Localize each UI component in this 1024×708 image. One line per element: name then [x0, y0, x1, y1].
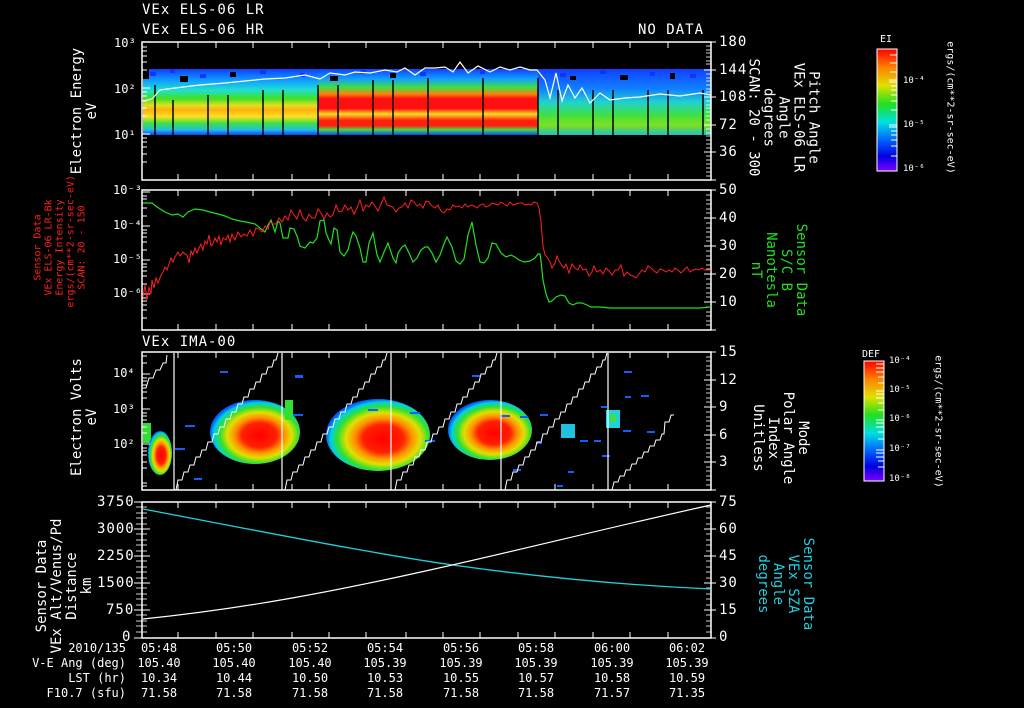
sza-y2label: Sensor Data VEx SZA Angle degrees [755, 537, 816, 631]
footer-lst: 10.50 [291, 671, 329, 685]
els-ytick-100: 10² [114, 82, 136, 96]
orbit-y2tick-30: 30 [719, 575, 738, 591]
footer-lst-label: LST (hr) [68, 671, 126, 685]
footer-time: 06:02 [668, 641, 706, 655]
els-y2tick-108: 108 [719, 89, 748, 105]
footer-f107: 71.57 [593, 686, 631, 700]
footer-lst: 10.57 [517, 671, 555, 685]
orbit-y2tick-60: 60 [719, 521, 738, 537]
footer-f107: 71.58 [517, 686, 555, 700]
footer-f107: 71.58 [366, 686, 404, 700]
footer-ve-ang: 105.39 [363, 656, 407, 670]
orbit-y2tick-15: 15 [719, 602, 738, 618]
orbit-y2tick-45: 45 [719, 548, 738, 564]
footer-lst: 10.59 [668, 671, 706, 685]
orbit-ytick-1500: 1500 [97, 575, 135, 591]
line-ytick-1e-5: 10⁻⁵ [113, 252, 142, 266]
line-ytick-1e-4: 10⁻⁴ [113, 218, 142, 232]
ima-ytick-1e3: 10³ [113, 402, 135, 416]
footer-ve-ang: 105.39 [665, 656, 709, 670]
def-colorbar-tick-3: 10⁻⁶ [889, 414, 911, 424]
footer-f107: 71.58 [442, 686, 480, 700]
orbit-ytick-3000: 3000 [97, 521, 135, 537]
footer-lst: 10.44 [215, 671, 253, 685]
title-line-2: VEx ELS-06 HR [142, 22, 265, 38]
ima-ytick-1e2: 10² [113, 437, 135, 451]
footer-f107: 71.58 [215, 686, 253, 700]
line-ytick-1e-6: 10⁻⁶ [113, 286, 142, 300]
footer-time: 05:52 [291, 641, 329, 655]
ima-y2tick-9: 9 [719, 399, 729, 415]
footer-time: 06:00 [593, 641, 631, 655]
footer-lst: 10.53 [366, 671, 404, 685]
els-ytick-10: 10¹ [114, 128, 136, 142]
footer-ve-ang: 105.40 [212, 656, 256, 670]
els-y2tick-36: 36 [719, 144, 738, 160]
orbit-ytick-3750: 3750 [97, 494, 135, 510]
footer-ve-ang-label: V-E Ang (deg) [32, 656, 126, 670]
orbit-y2tick-75: 75 [719, 494, 738, 510]
def-colorbar-tick-1: 10⁻⁴ [889, 356, 911, 366]
def-colorbar-tick-5: 10⁻⁸ [889, 474, 911, 484]
title-line-1: VEx ELS-06 LR [142, 2, 265, 18]
line-y2tick-20: 20 [719, 266, 738, 282]
ima-y2tick-6: 6 [719, 427, 729, 443]
footer-time: 05:56 [442, 641, 480, 655]
footer-lst: 10.34 [140, 671, 178, 685]
line-y2tick-50: 50 [719, 182, 738, 198]
line-y2tick-10: 10 [719, 294, 738, 310]
ei-colorbar-title: EI [880, 34, 893, 45]
footer-ve-ang: 105.39 [439, 656, 483, 670]
footer-lst: 10.58 [593, 671, 631, 685]
ima-y2tick-3: 3 [719, 454, 729, 470]
footer-ve-ang: 105.39 [514, 656, 558, 670]
no-data-label: NO DATA [638, 22, 705, 38]
ima-y2tick-15: 15 [719, 344, 738, 360]
orbit-ytick-750: 750 [106, 602, 135, 618]
els-y2tick-180: 180 [719, 34, 748, 50]
orbit-y2tick-0: 0 [719, 629, 729, 645]
footer-f107: 71.35 [668, 686, 706, 700]
line-ytick-1e-3: 10⁻³ [113, 183, 142, 197]
footer-ve-ang: 105.39 [590, 656, 634, 670]
footer-time: 05:58 [517, 641, 555, 655]
footer-f107-label: F10.7 (sfu) [46, 686, 126, 700]
footer-f107: 71.58 [291, 686, 329, 700]
orbit-ytick-2250: 2250 [97, 548, 135, 564]
footer-lst: 10.55 [442, 671, 480, 685]
els-y2tick-72: 72 [719, 117, 738, 133]
ei-colorbar-tick-3: 10⁻⁶ [903, 164, 925, 174]
footer-ve-ang: 105.40 [137, 656, 181, 670]
footer-time: 05:54 [366, 641, 404, 655]
line-y2tick-40: 40 [719, 210, 738, 226]
ima-ytick-1e4: 10⁴ [113, 366, 135, 380]
ima-y2tick-12: 12 [719, 372, 738, 388]
ei-colorbar-tick-2: 10⁻⁵ [903, 120, 925, 130]
orbit-ytick-0: 0 [122, 629, 132, 645]
footer-time: 05:50 [215, 641, 253, 655]
def-colorbar-tick-4: 10⁻⁷ [889, 444, 911, 454]
ei-colorbar-tick-1: 10⁻⁴ [903, 76, 925, 86]
ima-title: VEx IMA-00 [142, 334, 237, 350]
footer-f107: 71.58 [140, 686, 178, 700]
els-y2tick-144: 144 [719, 62, 748, 78]
els-ytick-1000: 10³ [114, 36, 136, 50]
line-y2tick-30: 30 [719, 238, 738, 254]
def-colorbar-title: DEF [862, 349, 881, 360]
footer-ve-ang: 105.40 [288, 656, 332, 670]
footer-time: 05:48 [140, 641, 178, 655]
def-colorbar-tick-2: 10⁻⁵ [889, 385, 911, 395]
footer-date-label: 2010/135 [68, 641, 126, 655]
